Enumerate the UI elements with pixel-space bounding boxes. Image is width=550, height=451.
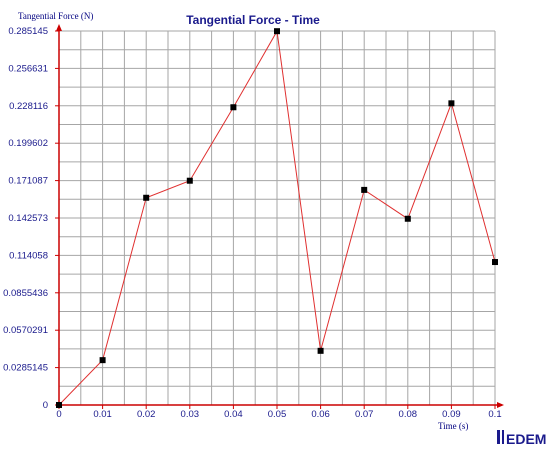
chart-title: Tangential Force - Time xyxy=(186,13,320,27)
edem-logo: EDEM xyxy=(497,430,546,447)
data-point-marker xyxy=(274,28,280,35)
x-tick-label: 0.05 xyxy=(268,409,287,420)
x-tick-label: 0.01 xyxy=(93,409,112,420)
x-tick-label: 0.04 xyxy=(224,409,243,420)
y-axis-arrow xyxy=(56,24,62,31)
y-tick-label: 0.285145 xyxy=(8,26,48,37)
edem-logo-mark xyxy=(502,430,504,444)
grid-lines xyxy=(59,30,496,405)
data-point-marker xyxy=(56,402,62,408)
data-point-marker xyxy=(448,100,455,107)
x-tick-label: 0 xyxy=(56,409,61,420)
data-point-marker xyxy=(492,259,498,266)
y-tick-label: 0.199602 xyxy=(8,138,48,149)
data-point-marker xyxy=(186,177,193,184)
data-point-marker xyxy=(317,347,324,354)
data-point-marker xyxy=(404,215,411,222)
x-tick-label: 0.03 xyxy=(181,409,200,420)
y-tick-label: 0.0855436 xyxy=(3,288,48,299)
x-tick-label: 0.09 xyxy=(442,409,461,420)
y-tick-label: 0.0285145 xyxy=(3,363,48,374)
data-point-marker xyxy=(99,357,106,364)
data-point-marker xyxy=(361,186,368,193)
axes xyxy=(55,24,504,409)
x-axis-arrow xyxy=(497,402,504,408)
data-point-marker xyxy=(143,194,150,201)
y-tick-label: 0.0570291 xyxy=(3,325,48,336)
y-tick-label: 0.256631 xyxy=(8,63,48,74)
y-tick-label: 0 xyxy=(43,400,48,411)
x-tick-label: 0.02 xyxy=(137,409,156,420)
edem-logo-text: EDEM xyxy=(506,431,546,447)
x-axis-label: Time (s) xyxy=(438,421,468,431)
x-tick-label: 0.08 xyxy=(399,409,418,420)
y-axis-label: Tangential Force (N) xyxy=(18,11,93,21)
x-tick-label: 0.1 xyxy=(488,409,501,420)
tick-labels: 0 0.0285145 0.0570291 0.0855436 0.114058 0.14… xyxy=(3,26,502,420)
y-tick-label: 0.171087 xyxy=(8,176,48,187)
y-tick-label: 0.142573 xyxy=(8,213,48,224)
y-tick-label: 0.114058 xyxy=(9,250,48,261)
x-tick-label: 0.07 xyxy=(355,409,374,420)
edem-logo-mark xyxy=(497,430,500,444)
x-tick-label: 0.06 xyxy=(311,409,330,420)
data-point-marker xyxy=(230,104,237,111)
data-series xyxy=(56,28,498,408)
y-tick-label: 0.228116 xyxy=(9,101,48,112)
